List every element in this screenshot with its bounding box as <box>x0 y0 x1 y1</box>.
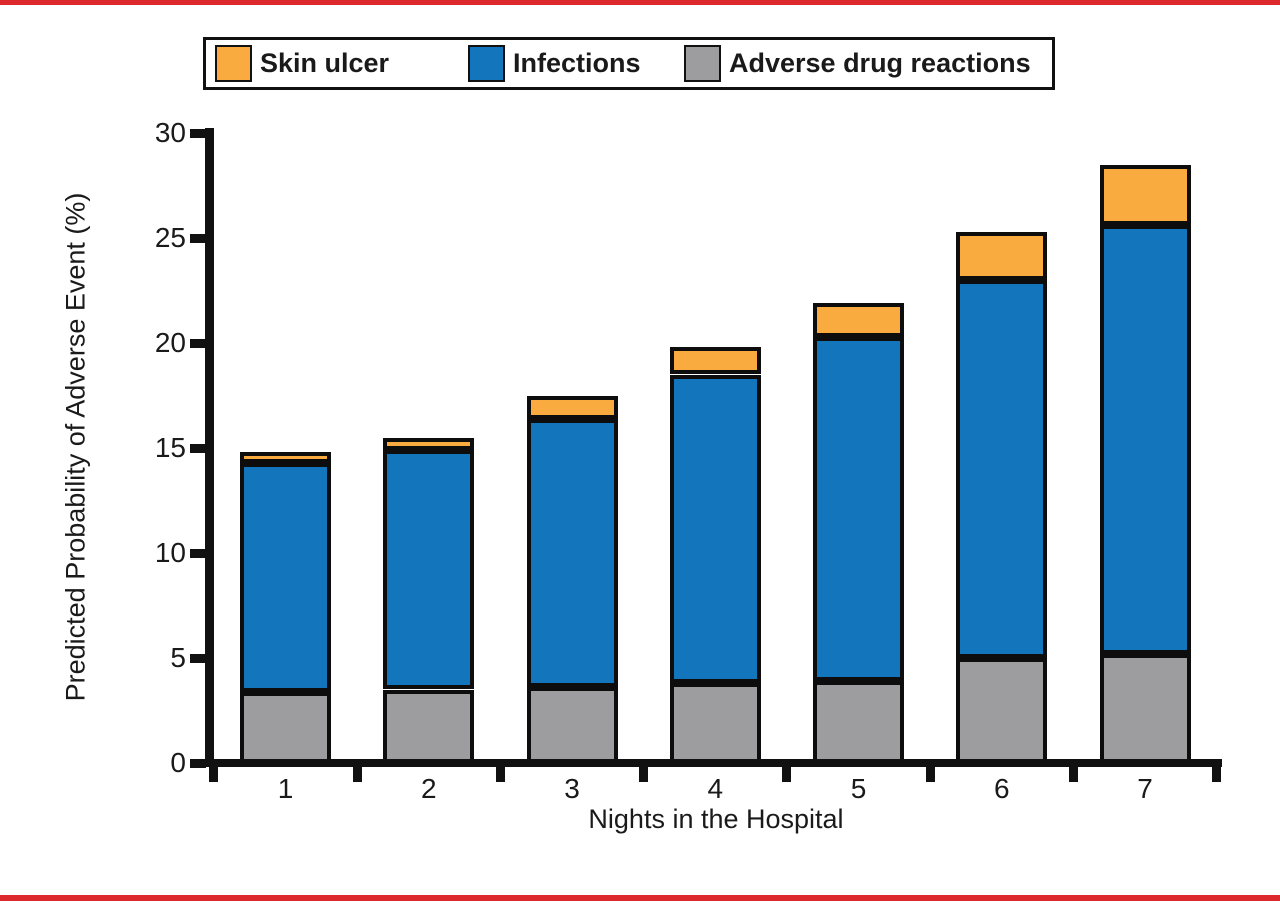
bar-segment <box>526 687 618 763</box>
x-axis-tick <box>1068 767 1078 782</box>
bar-segment <box>1099 164 1191 226</box>
legend-item-adverse-drug-reactions: Adverse drug reactions <box>684 40 1031 87</box>
legend-item-infections: Infections <box>468 40 641 87</box>
legend-item-skin-ulcer: Skin ulcer <box>215 40 389 87</box>
bar-segment <box>813 336 905 682</box>
bar-segment <box>526 395 618 419</box>
y-tick-label: 0 <box>170 747 186 778</box>
x-tick-label: 4 <box>707 773 724 804</box>
y-axis-line <box>205 128 214 767</box>
x-axis-title: Nights in the Hospital <box>588 804 844 834</box>
bar-segment <box>383 437 475 451</box>
y-tick-label: 25 <box>154 222 186 253</box>
bar-segment <box>669 683 761 763</box>
x-tick-label: 5 <box>850 773 867 804</box>
bar-segment <box>956 231 1048 280</box>
x-axis-tick <box>925 767 935 782</box>
x-axis-tick <box>352 767 362 782</box>
legend-label: Adverse drug reactions <box>729 48 1031 78</box>
x-tick-label: 2 <box>421 773 437 804</box>
x-axis-tick <box>495 767 505 782</box>
y-tick-label: 5 <box>170 642 186 673</box>
y-axis-tick <box>190 128 206 138</box>
x-tick-label: 1 <box>277 773 294 804</box>
skin-ulcer-swatch <box>215 45 252 82</box>
legend-label: Skin ulcer <box>260 48 390 78</box>
y-axis-tick <box>190 338 206 348</box>
y-axis-tick <box>190 653 206 663</box>
adverse-drug-reactions-swatch <box>684 45 721 82</box>
x-axis-line <box>205 759 1222 767</box>
bar-segment <box>383 689 475 763</box>
x-axis-tick <box>1212 767 1222 782</box>
bottom-red-border <box>0 895 1280 901</box>
bar-segment <box>1099 225 1191 654</box>
bar-segment <box>240 691 332 763</box>
y-axis-tick <box>190 233 206 243</box>
y-axis-tick <box>190 758 206 768</box>
y-tick-label: 30 <box>154 117 186 148</box>
bar-segment <box>669 374 761 684</box>
bar-segment <box>956 658 1048 763</box>
x-axis-tick <box>782 767 792 782</box>
bar-segment <box>240 452 332 463</box>
legend-label: Infections <box>513 48 641 78</box>
top-red-border <box>0 0 1280 5</box>
infections-swatch <box>468 45 505 82</box>
y-axis-tick <box>190 548 206 558</box>
bar-segment <box>813 681 905 763</box>
x-axis-tick <box>639 767 649 782</box>
bar-segment <box>813 303 905 337</box>
bar-segment <box>240 462 332 692</box>
y-tick-label: 20 <box>154 327 186 358</box>
y-tick-label: 15 <box>154 432 186 463</box>
x-tick-label: 6 <box>994 773 1010 804</box>
bar-segment <box>669 347 761 375</box>
y-axis-title: Predicted Probability of Adverse Event (… <box>60 192 91 702</box>
y-axis-tick <box>190 443 206 453</box>
bar-segment <box>956 280 1048 658</box>
x-tick-label: 7 <box>1137 773 1153 804</box>
bar-segment <box>1099 653 1191 763</box>
y-tick-label: 10 <box>154 537 186 568</box>
bar-segment <box>383 450 475 690</box>
bar-segment <box>526 418 618 688</box>
x-axis-tick <box>209 767 219 782</box>
x-tick-label: 3 <box>564 773 580 804</box>
chart-legend: Skin ulcer Infections Adverse drug react… <box>203 37 1055 90</box>
